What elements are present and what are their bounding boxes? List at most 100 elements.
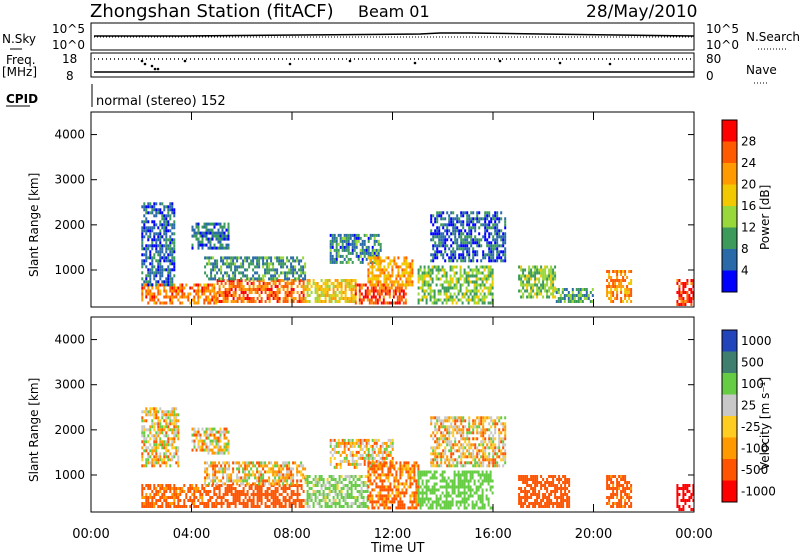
power-cell xyxy=(173,268,176,272)
velocity-cell xyxy=(462,425,465,429)
velocity-cell xyxy=(377,506,380,510)
power-cell xyxy=(630,282,633,285)
velocity-cell xyxy=(354,487,357,490)
power-cell xyxy=(375,262,378,266)
velocity-cell xyxy=(482,464,485,468)
velocity-cell xyxy=(456,458,459,462)
power-cell xyxy=(411,274,414,278)
power-cell xyxy=(197,301,200,305)
velocity-cell xyxy=(403,485,406,489)
power-cell xyxy=(373,242,376,246)
velocity-cell xyxy=(272,482,275,486)
power-cell xyxy=(438,235,441,239)
velocity-cell xyxy=(268,505,271,508)
power-cell xyxy=(260,285,263,288)
velocity-cell xyxy=(482,434,485,438)
velocity-cell xyxy=(413,500,416,504)
power-cell xyxy=(191,228,194,232)
power-cell xyxy=(352,300,355,303)
velocity-cell xyxy=(258,473,261,477)
velocity-cell xyxy=(375,500,378,504)
velocity-cell xyxy=(332,496,335,499)
power-cell xyxy=(444,259,447,263)
power-cell xyxy=(397,256,400,260)
velocity-cell xyxy=(163,493,166,496)
velocity-cell xyxy=(440,452,443,456)
power-cell xyxy=(473,295,476,299)
power-cell xyxy=(411,265,414,269)
velocity-cell xyxy=(415,485,418,489)
power-cell xyxy=(296,256,299,260)
velocity-cell xyxy=(436,419,439,423)
power-cell xyxy=(403,262,406,266)
velocity-cell xyxy=(357,450,360,454)
power-cell xyxy=(444,223,447,227)
power-cell xyxy=(494,232,497,236)
power-cell xyxy=(226,256,229,260)
velocity-cell xyxy=(159,428,162,432)
power-cell xyxy=(587,297,590,300)
power-cell xyxy=(225,234,228,238)
power-cell xyxy=(455,301,458,305)
power-cell xyxy=(496,250,499,254)
power-cell xyxy=(203,231,206,235)
power-cell xyxy=(177,289,180,293)
power-cell xyxy=(526,295,529,299)
velocity-cell xyxy=(296,473,299,477)
velocity-cell xyxy=(290,490,293,493)
power-cell xyxy=(262,259,265,263)
power-cell xyxy=(212,268,215,272)
power-cell xyxy=(476,220,479,224)
velocity-cell xyxy=(193,505,196,508)
power-cell xyxy=(207,289,210,293)
velocity-cell xyxy=(369,500,372,504)
velocity-cell xyxy=(264,464,267,468)
power-cell xyxy=(292,265,295,269)
velocity-cell xyxy=(399,491,402,495)
velocity-cell xyxy=(292,476,295,480)
power-cell xyxy=(276,294,279,297)
power-cell xyxy=(226,259,229,263)
power-cell xyxy=(163,220,166,224)
velocity-cell xyxy=(151,413,154,417)
power-cell xyxy=(387,262,390,266)
power-cell xyxy=(427,274,430,278)
velocity-cell xyxy=(226,467,229,471)
power-cell xyxy=(430,238,433,242)
velocity-cell xyxy=(215,451,218,455)
velocity-cell xyxy=(330,490,333,493)
velocity-cell xyxy=(466,461,469,465)
power-cell xyxy=(528,268,531,272)
velocity-cell xyxy=(480,443,483,447)
power-cell xyxy=(215,231,218,235)
power-cell xyxy=(482,223,485,227)
power-cell xyxy=(367,256,370,260)
power-cell xyxy=(169,286,172,290)
power-cell xyxy=(266,288,269,291)
power-cell xyxy=(460,238,463,242)
power-cell xyxy=(552,283,555,287)
power-cell xyxy=(149,268,152,272)
velocity-cell xyxy=(302,476,305,480)
power-cell xyxy=(379,265,382,269)
power-cell xyxy=(169,271,172,275)
power-cell xyxy=(569,300,572,303)
power-cell xyxy=(161,301,164,305)
power-cell xyxy=(339,260,342,264)
velocity-cell xyxy=(395,491,398,495)
power-cell xyxy=(480,223,483,227)
velocity-cell xyxy=(332,490,335,493)
power-cell xyxy=(479,292,482,296)
velocity-cell xyxy=(387,500,390,504)
power-cell xyxy=(407,262,410,266)
power-cell xyxy=(223,231,226,235)
velocity-cell xyxy=(159,431,162,435)
power-cell xyxy=(437,289,440,293)
velocity-cell xyxy=(358,502,361,505)
velocity-cell xyxy=(191,433,194,437)
velocity-cell xyxy=(228,484,231,487)
velocity-cell xyxy=(155,455,158,459)
power-cell xyxy=(678,297,681,300)
velocity-cell xyxy=(326,481,329,484)
power-cell xyxy=(312,279,315,282)
